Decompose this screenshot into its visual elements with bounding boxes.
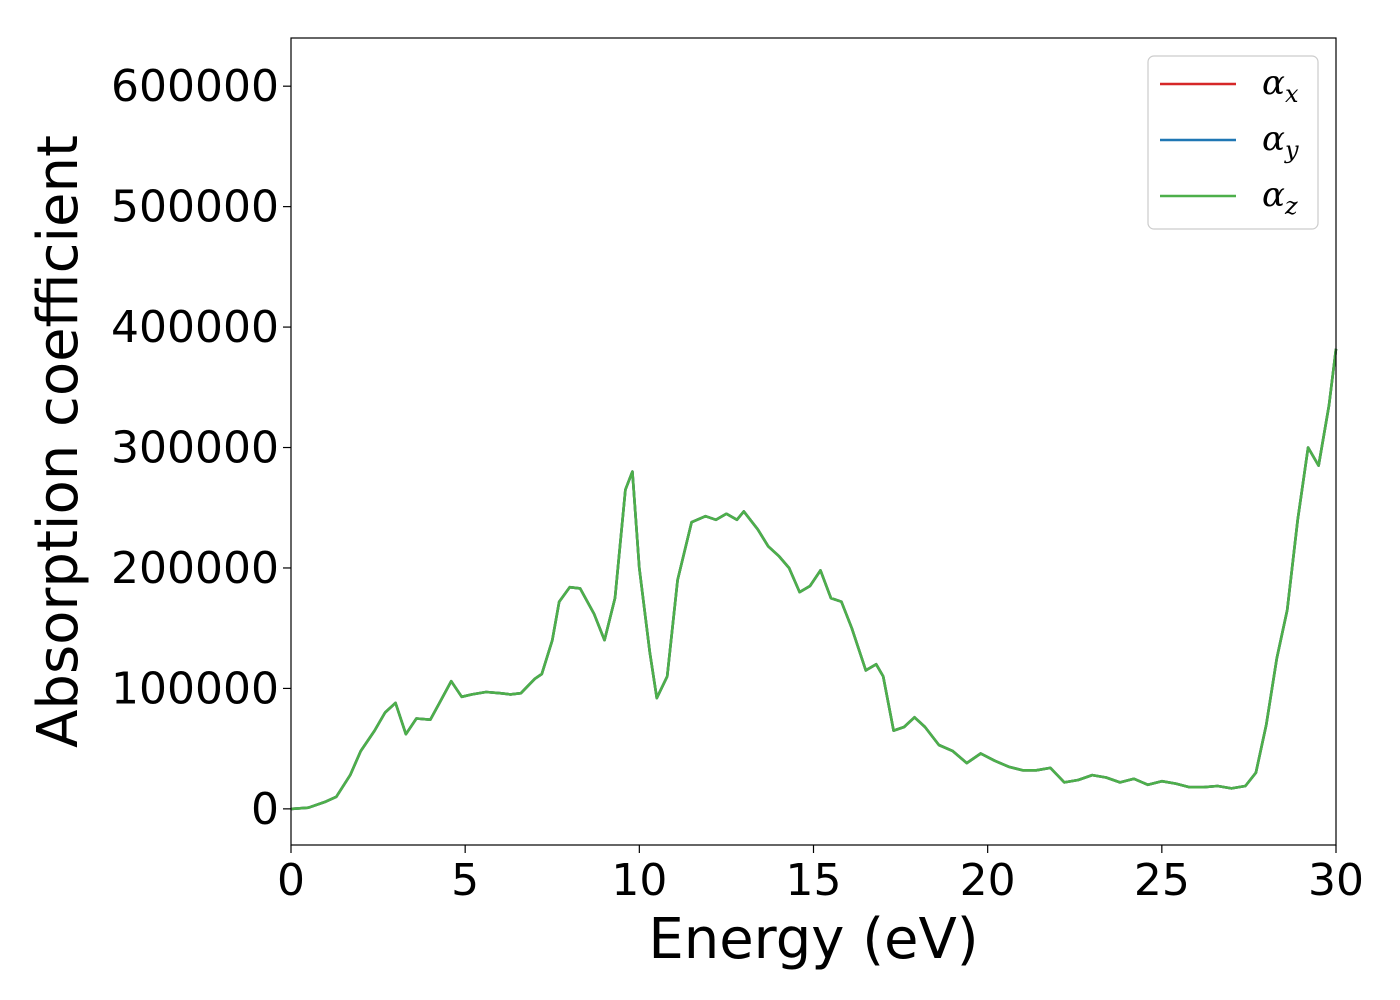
x-tick-label: 30 — [1308, 855, 1364, 906]
x-tick-label: 0 — [277, 855, 305, 906]
x-axis-title: Energy (eV) — [648, 907, 978, 972]
y-tick-label: 400000 — [111, 302, 279, 353]
y-tick-label: 0 — [251, 784, 279, 835]
x-tick-label: 15 — [786, 855, 842, 906]
x-axis-ticks: 0 5 10 15 20 25 30 — [277, 845, 1364, 906]
x-tick-label: 25 — [1134, 855, 1190, 906]
y-tick-label: 200000 — [111, 543, 279, 594]
legend-symbol: α — [1262, 63, 1285, 103]
y-axis-ticks: 0 100000 200000 300000 400000 500000 600000 — [111, 61, 291, 835]
legend-label-alpha-z: αz — [1262, 175, 1298, 220]
legend-symbol: α — [1262, 119, 1285, 159]
x-tick-label: 10 — [611, 855, 667, 906]
legend-label-alpha-x: αx — [1262, 63, 1299, 108]
y-axis-title: Absorption coefficient — [26, 135, 91, 748]
legend-subscript: y — [1284, 136, 1299, 164]
y-tick-label: 300000 — [111, 423, 279, 474]
legend-subscript: x — [1285, 80, 1299, 108]
plot-lines — [290, 348, 1338, 811]
legend-box — [1147, 55, 1319, 230]
y-tick-label: 600000 — [111, 61, 279, 112]
legend-subscript: z — [1284, 192, 1298, 220]
series-line-alpha-z — [290, 348, 1338, 811]
legend-label-alpha-y: αy — [1262, 119, 1299, 164]
x-tick-label: 20 — [960, 855, 1016, 906]
y-tick-label: 100000 — [111, 663, 279, 714]
y-tick-label: 500000 — [111, 182, 279, 233]
legend-symbol: α — [1262, 175, 1285, 215]
x-tick-label: 5 — [451, 855, 479, 906]
